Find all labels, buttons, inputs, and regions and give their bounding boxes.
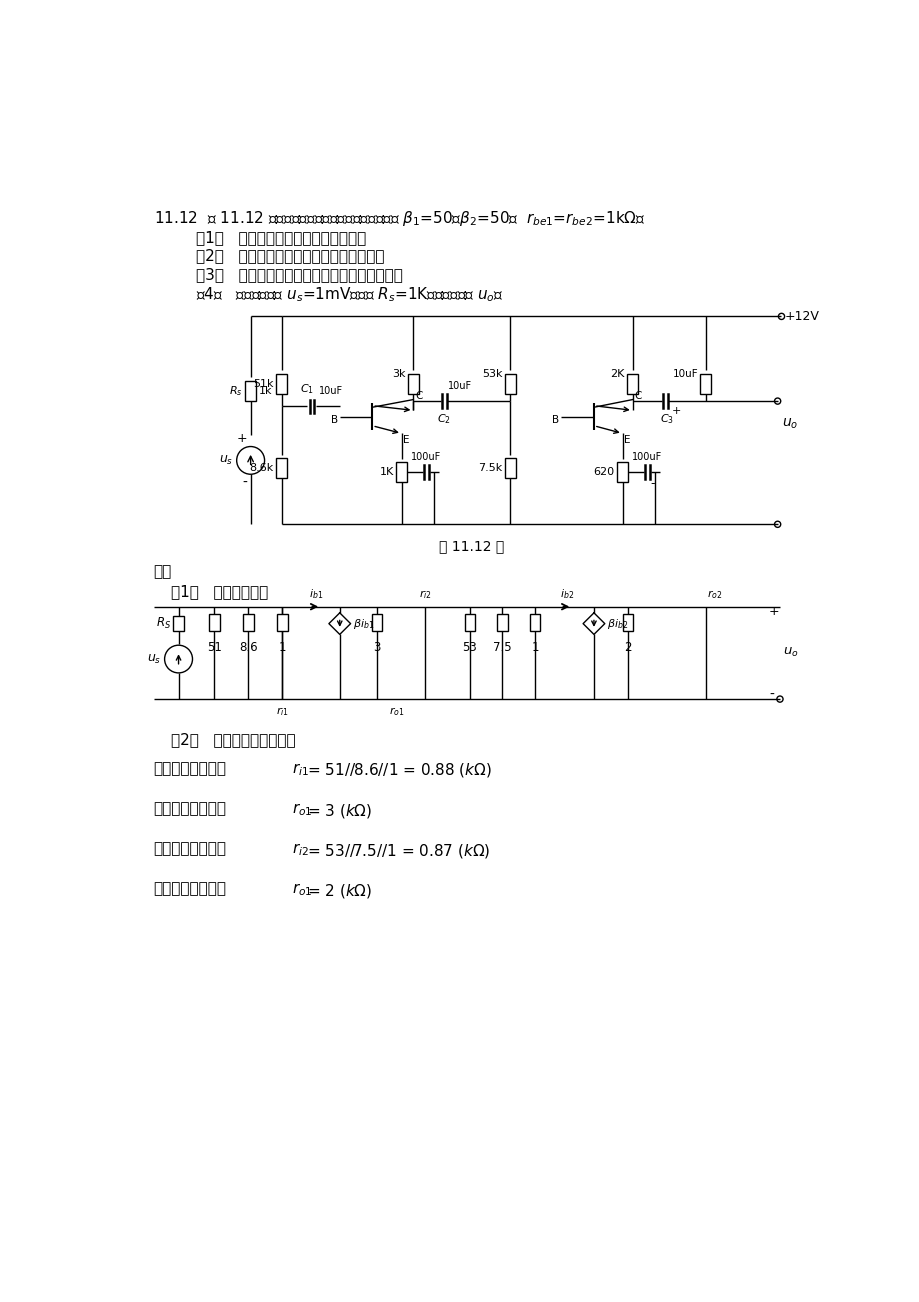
Bar: [371, 615, 382, 631]
Text: （2）   各级输入、输出电阻: （2） 各级输入、输出电阻: [171, 732, 295, 747]
Text: 51: 51: [207, 641, 221, 654]
Text: $r_{o1}$: $r_{o1}$: [291, 881, 312, 898]
Text: $u_s$: $u_s$: [219, 454, 233, 467]
Text: 7.5: 7.5: [493, 641, 511, 654]
Text: 10uF: 10uF: [319, 387, 343, 397]
Bar: [396, 462, 407, 482]
Text: $u_o$: $u_o$: [781, 417, 798, 431]
Text: $r_{o1}$: $r_{o1}$: [388, 706, 403, 717]
Text: $r_{i2}$: $r_{i2}$: [418, 587, 431, 600]
Text: $C_3$: $C_3$: [659, 411, 673, 426]
Text: $r_{i2}$: $r_{i2}$: [291, 841, 308, 858]
Bar: [276, 458, 287, 478]
Text: $R_S$: $R_S$: [155, 616, 171, 631]
Text: 第一级输出电阻：: 第一级输出电阻：: [153, 802, 226, 816]
Text: 题 11.12 图: 题 11.12 图: [438, 539, 504, 553]
Bar: [622, 615, 633, 631]
Text: $r_{o2}$: $r_{o2}$: [707, 587, 721, 600]
Text: 53k: 53k: [482, 370, 502, 379]
Text: 51k: 51k: [253, 379, 274, 389]
Text: 1: 1: [278, 641, 286, 654]
Bar: [173, 616, 184, 631]
Text: 620: 620: [593, 467, 614, 477]
Bar: [617, 462, 628, 482]
Text: 8.6k: 8.6k: [249, 464, 274, 473]
Text: （4）   若信号源电压 $u_s$=1mV，内阻 $R_s$=1K。求输出电压 $u_o$。: （4） 若信号源电压 $u_s$=1mV，内阻 $R_s$=1K。求输出电压 $…: [196, 285, 504, 305]
Text: 2: 2: [624, 641, 631, 654]
Text: $C_1$: $C_1$: [300, 381, 314, 396]
Text: $r_{o1}$: $r_{o1}$: [291, 802, 312, 818]
Text: $C_2$: $C_2$: [437, 411, 451, 426]
Text: 3: 3: [373, 641, 380, 654]
Text: 100uF: 100uF: [411, 452, 441, 462]
Text: 第二级输入电阻：: 第二级输入电阻：: [153, 841, 226, 857]
Text: 8.6: 8.6: [239, 641, 257, 654]
Bar: [276, 374, 287, 395]
Text: （2）   求各级放大电路的输入、输出电阻。: （2） 求各级放大电路的输入、输出电阻。: [196, 249, 384, 263]
Text: $r_{i1}$: $r_{i1}$: [291, 762, 308, 779]
Bar: [464, 615, 475, 631]
Text: = 51//8.6//1 = 0.88 ($k\Omega$): = 51//8.6//1 = 0.88 ($k\Omega$): [307, 762, 492, 780]
Bar: [209, 615, 220, 631]
Bar: [277, 615, 288, 631]
Text: = 53//7.5//1 = 0.87 ($k\Omega$): = 53//7.5//1 = 0.87 ($k\Omega$): [307, 841, 490, 859]
Text: 53: 53: [462, 641, 477, 654]
Text: 10uF: 10uF: [448, 381, 471, 391]
Text: +: +: [768, 605, 779, 618]
Text: B: B: [331, 414, 338, 424]
Text: B: B: [551, 414, 559, 424]
Text: $u_s$: $u_s$: [147, 652, 162, 665]
Bar: [505, 458, 516, 478]
Text: （3）   求各级电压放大倍数和总电压放大倍数。: （3） 求各级电压放大倍数和总电压放大倍数。: [196, 267, 403, 283]
Text: 2K: 2K: [610, 370, 624, 379]
Text: E: E: [403, 435, 409, 445]
Text: 1K: 1K: [380, 467, 393, 477]
Text: = 3 ($k\Omega$): = 3 ($k\Omega$): [307, 802, 372, 819]
Bar: [407, 374, 418, 395]
Text: 7.5k: 7.5k: [478, 464, 502, 473]
Text: +: +: [237, 431, 247, 444]
Bar: [699, 374, 710, 395]
Bar: [243, 615, 254, 631]
Bar: [627, 374, 638, 395]
Text: 100uF: 100uF: [631, 452, 662, 462]
Text: +: +: [671, 406, 680, 415]
Text: $i_{b2}$: $i_{b2}$: [559, 587, 573, 602]
Text: $R_s$: $R_s$: [229, 384, 243, 398]
Text: $r_{i1}$: $r_{i1}$: [276, 706, 289, 717]
Text: （1）   微变等效电路: （1） 微变等效电路: [171, 585, 267, 599]
Text: 第一级输入电阻：: 第一级输入电阻：: [153, 762, 226, 776]
Text: 10uF: 10uF: [672, 370, 698, 379]
Text: 解：: 解：: [153, 564, 172, 579]
Text: 1: 1: [531, 641, 539, 654]
Text: C: C: [414, 392, 422, 401]
Bar: [496, 615, 507, 631]
Bar: [529, 615, 539, 631]
Text: $\beta i_{b2}$: $\beta i_{b2}$: [607, 617, 628, 630]
Text: = 2 ($k\Omega$): = 2 ($k\Omega$): [307, 881, 372, 900]
Text: 3k: 3k: [391, 370, 405, 379]
Text: 第一级输出电阻：: 第一级输出电阻：: [153, 881, 226, 897]
Text: E: E: [623, 435, 630, 445]
Text: -: -: [243, 475, 247, 490]
Text: -: -: [650, 477, 654, 490]
Text: 1k: 1k: [258, 387, 272, 396]
Text: $u_o$: $u_o$: [782, 646, 798, 659]
Text: +12V: +12V: [784, 310, 819, 323]
Text: $\beta i_{b1}$: $\beta i_{b1}$: [353, 617, 374, 630]
Text: -: -: [768, 687, 773, 702]
Text: $i_{b1}$: $i_{b1}$: [308, 587, 323, 602]
Bar: [505, 374, 516, 395]
Text: 11.12  题 11.12 图为两级阻容耦合放大电路，晶体管的 $\beta_1$=50，$\beta_2$=50，  $r_{be1}$=$r_{be2}$: 11.12 题 11.12 图为两级阻容耦合放大电路，晶体管的 $\beta_1…: [153, 208, 644, 228]
Text: C: C: [633, 392, 641, 401]
Bar: [245, 381, 255, 401]
Text: （1）   画出放大电路的微变等效电路。: （1） 画出放大电路的微变等效电路。: [196, 230, 367, 245]
